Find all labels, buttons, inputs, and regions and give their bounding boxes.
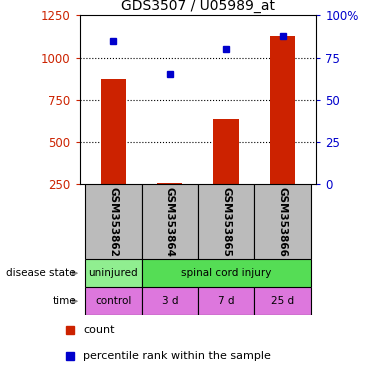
Bar [85, 259, 142, 287]
Bar [213, 119, 239, 184]
Text: GSM353866: GSM353866 [278, 187, 287, 257]
Bar [85, 184, 142, 259]
Bar [198, 287, 254, 315]
Bar [101, 79, 126, 184]
Title: GDS3507 / U05989_at: GDS3507 / U05989_at [121, 0, 275, 13]
Text: GSM353862: GSM353862 [108, 187, 118, 257]
Bar [270, 36, 295, 184]
Bar [142, 259, 311, 287]
Bar [254, 184, 311, 259]
Text: time: time [52, 296, 76, 306]
Text: count: count [83, 325, 115, 335]
Text: GSM353865: GSM353865 [221, 187, 231, 257]
Text: spinal cord injury: spinal cord injury [181, 268, 271, 278]
Text: 25 d: 25 d [271, 296, 294, 306]
Bar [198, 184, 254, 259]
Text: percentile rank within the sample: percentile rank within the sample [83, 351, 271, 361]
Text: 7 d: 7 d [218, 296, 234, 306]
Text: disease state: disease state [6, 268, 76, 278]
Bar [85, 287, 142, 315]
Text: GSM353864: GSM353864 [165, 187, 175, 257]
Bar [142, 287, 198, 315]
Text: control: control [95, 296, 132, 306]
Text: 3 d: 3 d [162, 296, 178, 306]
Text: uninjured: uninjured [88, 268, 138, 278]
Bar [254, 287, 311, 315]
Bar [142, 184, 198, 259]
